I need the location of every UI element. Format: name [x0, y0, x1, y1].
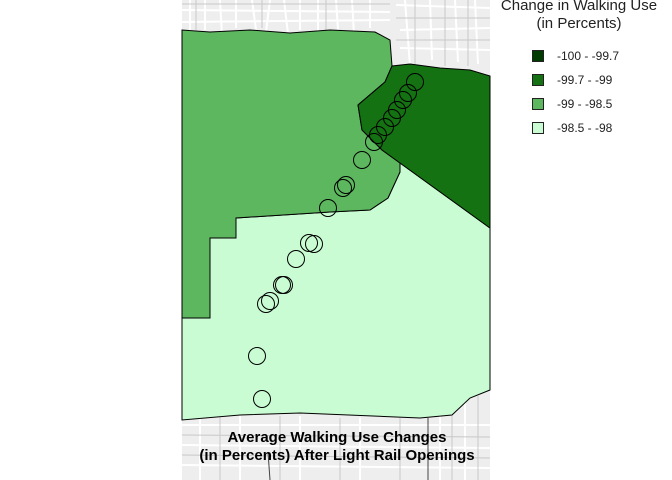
- legend-title-line1: Change in Walking Use: [500, 0, 658, 14]
- map-title-line1: Average Walking Use Changes: [227, 429, 447, 446]
- station-marker: [305, 235, 323, 253]
- legend-label: -99.7 - -99: [557, 73, 613, 87]
- station-marker: [273, 276, 291, 294]
- legend-swatch: [532, 122, 544, 134]
- station-marker: [261, 292, 279, 310]
- station-marker: [257, 295, 275, 313]
- station-marker: [353, 151, 371, 169]
- legend-item: -99 - -98.5: [532, 92, 672, 116]
- legend-items: -100 - -99.7 -99.7 - -99 -99 - -98.5 -98.5 …: [532, 44, 672, 140]
- map-title-line2: (in Percents) After Light Rail Openings: [199, 447, 475, 464]
- station-marker: [406, 73, 424, 91]
- station-marker: [365, 133, 383, 151]
- station-marker: [287, 250, 305, 268]
- legend-item: -100 - -99.7: [532, 44, 672, 68]
- station-marker: [394, 91, 412, 109]
- legend-swatch: [532, 50, 544, 62]
- legend: Change in Walking Use (in Percents) -100…: [486, 0, 672, 140]
- legend-label: -98.5 - -98: [557, 121, 613, 135]
- basemap-minor-lines: [181, 0, 491, 480]
- legend-label: -100 - -99.7: [557, 49, 620, 63]
- light-rail-stations: [248, 73, 424, 408]
- legend-title: Change in Walking Use (in Percents): [486, 0, 672, 33]
- station-marker: [337, 176, 355, 194]
- station-marker: [399, 84, 417, 102]
- station-marker: [319, 199, 337, 217]
- station-marker: [383, 109, 401, 127]
- map-title: Average Walking Use Changes (in Percents…: [182, 429, 492, 465]
- legend-title-line2: (in Percents): [536, 15, 622, 32]
- legend-item: -99.7 - -99: [532, 68, 672, 92]
- legend-label: -99 - -98.5: [557, 97, 613, 111]
- choropleth-regions: [181, 29, 491, 421]
- station-marker: [300, 234, 318, 252]
- station-marker: [248, 347, 266, 365]
- station-marker: [253, 390, 271, 408]
- legend-item: -98.5 - -98: [532, 116, 672, 140]
- legend-swatch: [532, 98, 544, 110]
- station-marker: [334, 179, 352, 197]
- basemap-road-line-2: [267, 451, 271, 480]
- basemap-streets: [181, 0, 491, 480]
- legend-swatch: [532, 74, 544, 86]
- region-dark: [357, 63, 491, 229]
